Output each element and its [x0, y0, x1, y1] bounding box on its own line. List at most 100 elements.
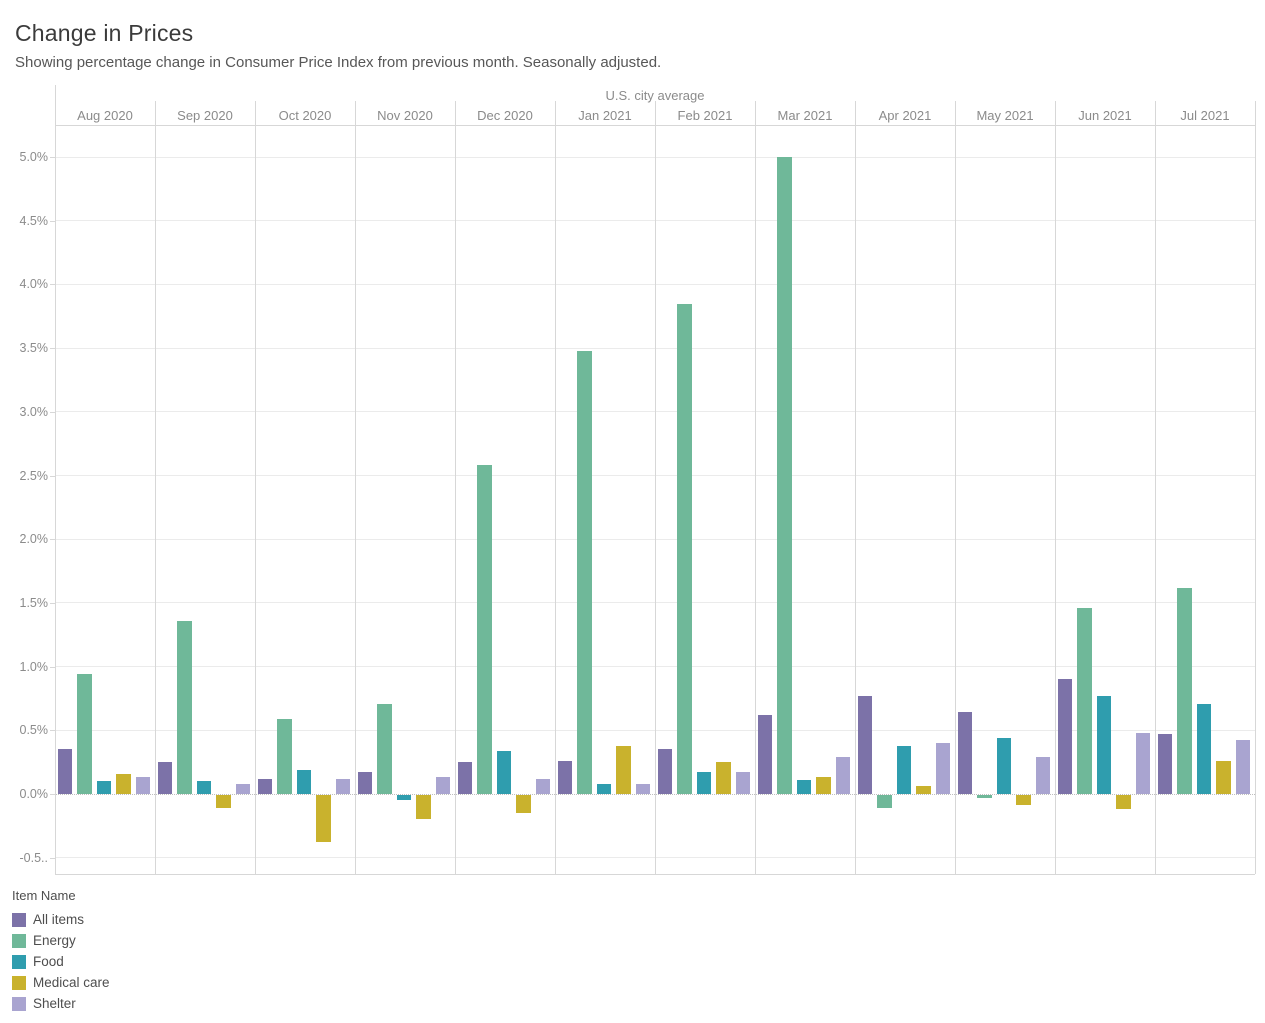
bar-energy-feb-2021[interactable]	[677, 303, 692, 794]
column-header-dec-2020[interactable]: Dec 2020	[477, 108, 533, 123]
column-separator	[255, 101, 256, 874]
bar-medical-care-jun-2021[interactable]	[1116, 795, 1131, 809]
column-separator	[455, 101, 456, 874]
bar-all-items-jun-2021[interactable]	[1057, 679, 1073, 794]
bar-energy-nov-2020[interactable]	[377, 703, 392, 794]
legend-item-medical-care[interactable]: Medical care	[12, 972, 110, 993]
bar-shelter-feb-2021[interactable]	[735, 772, 751, 794]
bar-medical-care-may-2021[interactable]	[1016, 795, 1031, 806]
bar-medical-care-jul-2021[interactable]	[1216, 760, 1231, 794]
y-axis-label: -0.5..	[19, 850, 49, 865]
column-separator	[655, 101, 656, 874]
y-axis-tick	[50, 602, 55, 604]
y-axis-tick	[50, 730, 55, 732]
bar-food-nov-2020[interactable]	[396, 795, 412, 801]
bar-food-apr-2021[interactable]	[896, 745, 912, 794]
legend-swatch-shelter-icon	[12, 996, 26, 1011]
bar-all-items-feb-2021[interactable]	[657, 749, 673, 794]
y-axis-tick	[50, 411, 55, 413]
bar-food-oct-2020[interactable]	[296, 769, 312, 794]
legend-label: All items	[33, 911, 85, 927]
bar-energy-jul-2021[interactable]	[1177, 587, 1192, 794]
bar-all-items-apr-2021[interactable]	[857, 695, 873, 794]
bar-food-feb-2021[interactable]	[696, 772, 712, 794]
plot-bottom-border	[55, 874, 1255, 875]
bar-energy-jun-2021[interactable]	[1077, 607, 1092, 794]
y-axis-tick	[50, 220, 55, 222]
bar-energy-jan-2021[interactable]	[577, 350, 592, 794]
bar-medical-care-jan-2021[interactable]	[616, 745, 631, 794]
bar-food-jan-2021[interactable]	[596, 783, 612, 794]
bar-all-items-oct-2020[interactable]	[257, 778, 273, 794]
bar-all-items-nov-2020[interactable]	[357, 772, 373, 794]
bar-food-may-2021[interactable]	[996, 737, 1012, 794]
column-header-nov-2020[interactable]: Nov 2020	[377, 108, 433, 123]
bar-shelter-jan-2021[interactable]	[635, 783, 651, 794]
bar-shelter-apr-2021[interactable]	[935, 743, 951, 794]
bar-energy-apr-2021[interactable]	[877, 795, 892, 808]
chart-title: Change in Prices	[15, 20, 194, 46]
bar-food-mar-2021[interactable]	[796, 779, 812, 794]
bar-medical-care-oct-2020[interactable]	[316, 795, 331, 843]
bar-energy-aug-2020[interactable]	[77, 674, 92, 794]
legend-label: Shelter	[33, 995, 76, 1011]
y-axis-tick	[50, 157, 55, 158]
bar-shelter-sep-2020[interactable]	[235, 783, 251, 794]
column-header-oct-2020[interactable]: Oct 2020	[278, 108, 332, 123]
bar-medical-care-dec-2020[interactable]	[516, 795, 531, 813]
bar-all-items-may-2021[interactable]	[957, 712, 973, 794]
column-separator	[355, 101, 356, 874]
column-header-may-2021[interactable]: May 2021	[976, 108, 1034, 123]
y-axis-tick	[50, 794, 55, 795]
bar-food-jun-2021[interactable]	[1096, 695, 1112, 794]
bar-shelter-oct-2020[interactable]	[335, 778, 351, 794]
column-header-jan-2021[interactable]: Jan 2021	[578, 108, 632, 123]
bar-all-items-aug-2020[interactable]	[57, 749, 73, 794]
bar-shelter-nov-2020[interactable]	[435, 777, 451, 794]
column-header-sep-2020[interactable]: Sep 2020	[177, 108, 233, 123]
bar-food-dec-2020[interactable]	[496, 750, 512, 794]
bar-shelter-jun-2021[interactable]	[1135, 732, 1151, 794]
bar-food-sep-2020[interactable]	[196, 781, 212, 794]
bar-all-items-dec-2020[interactable]	[457, 762, 473, 794]
bar-all-items-sep-2020[interactable]	[157, 762, 173, 794]
column-header-mar-2021[interactable]: Mar 2021	[777, 108, 833, 123]
legend-item-shelter[interactable]: Shelter	[12, 993, 76, 1014]
column-header-aug-2020[interactable]: Aug 2020	[77, 108, 133, 123]
legend-label: Food	[33, 953, 64, 969]
bar-shelter-mar-2021[interactable]	[835, 757, 851, 794]
bar-medical-care-feb-2021[interactable]	[716, 762, 731, 794]
column-separator	[555, 101, 556, 874]
bar-shelter-dec-2020[interactable]	[535, 778, 551, 794]
bar-medical-care-mar-2021[interactable]	[816, 777, 831, 794]
bar-energy-dec-2020[interactable]	[477, 465, 492, 794]
bar-shelter-jul-2021[interactable]	[1235, 740, 1251, 794]
y-axis-label: 4.0%	[19, 277, 49, 292]
bar-medical-care-aug-2020[interactable]	[116, 773, 131, 794]
bar-energy-mar-2021[interactable]	[777, 157, 792, 794]
bar-medical-care-sep-2020[interactable]	[216, 795, 231, 808]
y-axis-label: 4.5%	[19, 213, 49, 228]
y-axis-line	[55, 85, 56, 874]
bar-energy-oct-2020[interactable]	[277, 718, 292, 794]
y-axis-tick	[50, 539, 55, 541]
bar-shelter-aug-2020[interactable]	[135, 777, 151, 794]
bar-all-items-jul-2021[interactable]	[1157, 734, 1173, 794]
bar-medical-care-apr-2021[interactable]	[916, 786, 931, 794]
bar-medical-care-nov-2020[interactable]	[416, 795, 431, 820]
legend-item-all-items[interactable]: All items	[12, 909, 84, 930]
column-separator	[755, 101, 756, 874]
column-header-feb-2021[interactable]: Feb 2021	[677, 108, 733, 123]
bar-food-jul-2021[interactable]	[1196, 703, 1212, 794]
bar-energy-sep-2020[interactable]	[177, 620, 192, 794]
bar-energy-may-2021[interactable]	[977, 795, 992, 798]
column-header-jun-2021[interactable]: Jun 2021	[1078, 108, 1132, 123]
column-header-jul-2021[interactable]: Jul 2021	[1180, 108, 1230, 123]
legend-item-food[interactable]: Food	[12, 951, 64, 972]
bar-all-items-jan-2021[interactable]	[557, 760, 573, 794]
bar-all-items-mar-2021[interactable]	[757, 715, 773, 794]
column-header-apr-2021[interactable]: Apr 2021	[878, 108, 932, 123]
legend-item-energy[interactable]: Energy	[12, 930, 76, 951]
bar-shelter-may-2021[interactable]	[1035, 757, 1051, 794]
bar-food-aug-2020[interactable]	[96, 781, 112, 794]
